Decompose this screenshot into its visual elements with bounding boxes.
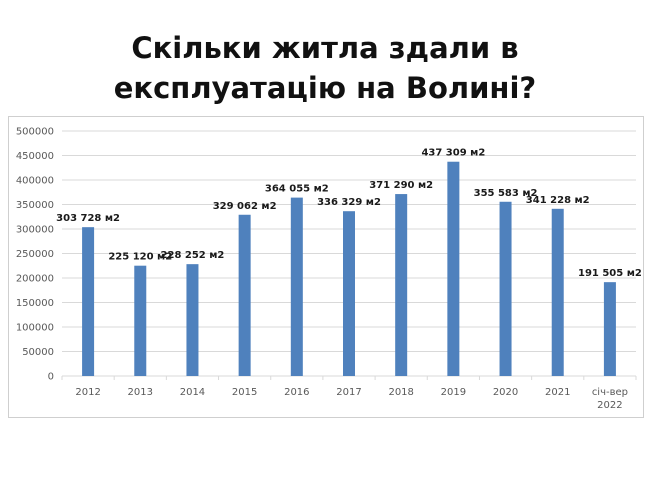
data-label: 341 228 м2 xyxy=(526,195,590,206)
y-tick-label: 100000 xyxy=(16,323,54,334)
y-tick-label: 150000 xyxy=(16,298,54,309)
x-tick-label: 2016 xyxy=(284,387,309,398)
y-tick-label: 300000 xyxy=(16,225,54,236)
y-tick-label: 400000 xyxy=(16,176,54,187)
x-tick-label: січ-вер xyxy=(592,386,628,398)
y-tick-label: 250000 xyxy=(16,249,54,260)
x-tick-label: 2019 xyxy=(441,387,466,398)
data-label: 329 062 м2 xyxy=(213,201,277,212)
x-tick-label: 2020 xyxy=(493,387,518,398)
x-tick-label: 2014 xyxy=(180,387,205,398)
data-label: 437 309 м2 xyxy=(421,148,485,159)
bar xyxy=(186,264,199,376)
slide-title: Скільки житла здали в експлуатацію на Во… xyxy=(0,28,650,108)
y-tick-label: 350000 xyxy=(16,200,54,211)
y-tick-label: 50000 xyxy=(22,347,54,358)
bar xyxy=(82,227,95,376)
x-tick-label: 2017 xyxy=(336,387,361,398)
data-label: 228 252 м2 xyxy=(161,250,225,261)
data-label: 225 120 м2 xyxy=(108,252,172,263)
bar xyxy=(395,194,408,376)
y-tick-label: 200000 xyxy=(16,274,54,285)
slide-title-line-1: Скільки житла здали в xyxy=(131,31,519,65)
x-tick-label: 2022 xyxy=(597,400,622,411)
bar xyxy=(499,201,512,376)
y-tick-label: 0 xyxy=(48,372,54,383)
x-tick-label: 2021 xyxy=(545,387,570,398)
chart-frame xyxy=(8,116,644,418)
data-label: 355 583 м2 xyxy=(474,188,538,199)
bar xyxy=(238,214,251,376)
x-tick-label: 2013 xyxy=(128,387,153,398)
bar xyxy=(447,161,460,376)
bar xyxy=(343,211,355,376)
data-label: 191 505 м2 xyxy=(578,268,642,279)
x-tick-label: 2018 xyxy=(388,387,413,398)
data-label: 371 290 м2 xyxy=(369,180,433,191)
y-tick-label: 500000 xyxy=(16,127,54,138)
y-tick-label: 450000 xyxy=(16,151,54,162)
bar xyxy=(603,282,616,376)
x-tick-label: 2012 xyxy=(75,387,100,398)
slide-title-line-2: експлуатацію на Волині? xyxy=(113,71,537,105)
bar xyxy=(551,208,564,376)
x-tick-label: 2015 xyxy=(232,387,257,398)
bar xyxy=(290,197,303,376)
bar xyxy=(134,265,147,376)
data-label: 364 055 м2 xyxy=(265,184,329,195)
data-label: 303 728 м2 xyxy=(56,213,120,224)
data-label: 336 329 м2 xyxy=(317,197,381,208)
